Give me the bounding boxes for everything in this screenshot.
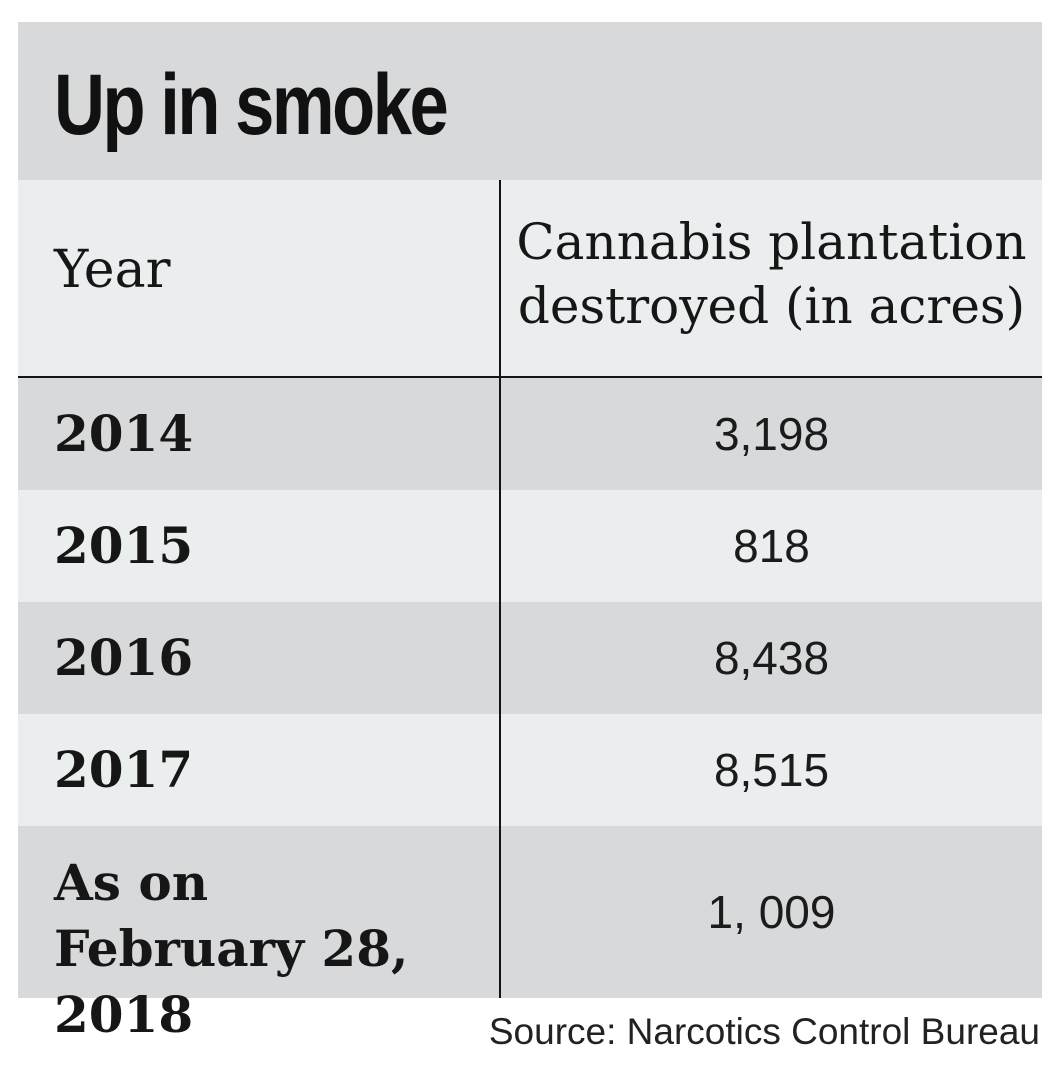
header-rule	[18, 376, 1042, 378]
value-cell: 818	[733, 520, 810, 572]
year-cell: 2014	[54, 404, 194, 463]
title-bar: Up in smoke	[18, 22, 1042, 180]
year-cell: 2017	[54, 740, 194, 799]
table-row: 2017 8,515	[18, 714, 1042, 826]
column-divider	[499, 180, 501, 998]
chart-title: Up in smoke	[54, 57, 449, 153]
column-header-year: Year	[54, 240, 171, 300]
year-cell: As on February 28, 2018	[54, 853, 409, 1044]
value-cell: 8,438	[713, 632, 830, 684]
value-cell: 1, 009	[707, 886, 836, 938]
table-row: 2014 3,198	[18, 378, 1042, 490]
table-frame: Up in smoke Year Cannabis plantation des…	[18, 22, 1042, 1044]
table-row: 2015 818	[18, 490, 1042, 602]
source-note: Source: Narcotics Control Bureau	[488, 1011, 1040, 1052]
table-header-row: Year Cannabis plantation destroyed (in a…	[18, 180, 1042, 376]
value-cell: 8,515	[713, 744, 830, 796]
column-header-value: Cannabis plantation destroyed (in acres)	[516, 213, 1027, 335]
value-cell: 3,198	[713, 408, 830, 460]
table-row: As on February 28, 2018 1, 009	[18, 826, 1042, 1044]
year-cell: 2015	[54, 516, 194, 575]
year-cell: 2016	[54, 628, 194, 687]
table-row: 2016 8,438	[18, 602, 1042, 714]
